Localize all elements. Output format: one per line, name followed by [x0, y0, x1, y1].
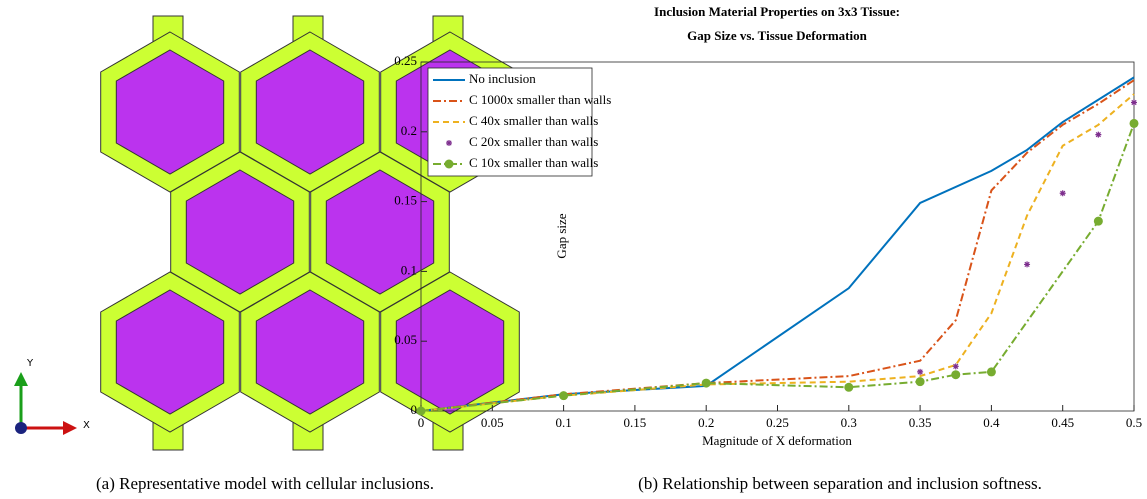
figure: Y X (a) Representative model with cellul…: [0, 0, 1147, 499]
chart-title: Gap Size vs. Tissue Deformation: [687, 28, 867, 43]
x-tick-label: 0.05: [481, 415, 504, 430]
y-tick-label: 0.15: [394, 193, 417, 208]
point: [987, 367, 996, 376]
legend-swatch: [445, 160, 454, 169]
legend-label: C 1000x smaller than walls: [469, 92, 611, 107]
point: [702, 379, 711, 388]
axis-label: X: [83, 420, 90, 431]
point: [1094, 217, 1103, 226]
x-tick-label: 0.45: [1051, 415, 1074, 430]
point: [917, 369, 923, 375]
x-tick-label: 0.4: [983, 415, 1000, 430]
x-tick-label: 0.2: [698, 415, 714, 430]
x-tick-label: 0: [418, 415, 425, 430]
legend-label: C 40x smaller than walls: [469, 113, 598, 128]
point: [1130, 119, 1139, 128]
caption: (a) Representative model with cellular i…: [96, 474, 434, 493]
y-axis-label: Gap size: [554, 213, 569, 258]
point: [559, 391, 568, 400]
point: [844, 383, 853, 392]
page: Y X (a) Representative model with cellul…: [0, 0, 1147, 499]
axis-label: Y: [26, 358, 34, 369]
y-tick-label: 0.25: [394, 53, 417, 68]
point: [1131, 99, 1137, 105]
point: [953, 363, 959, 369]
caption: (b) Relationship between separation and …: [638, 474, 1042, 493]
x-tick-label: 0.3: [841, 415, 857, 430]
legend-label: No inclusion: [469, 71, 536, 86]
x-tick-label: 0.35: [909, 415, 932, 430]
x-tick-label: 0.25: [766, 415, 789, 430]
point: [417, 407, 426, 416]
point: [1024, 261, 1030, 267]
point: [1060, 190, 1066, 196]
x-axis-label: Magnitude of X deformation: [702, 433, 852, 448]
point: [951, 370, 960, 379]
y-tick-label: 0: [411, 402, 418, 417]
y-tick-label: 0.1: [401, 262, 417, 277]
point: [916, 377, 925, 386]
x-tick-label: 0.15: [624, 415, 647, 430]
legend-label: C 10x smaller than walls: [469, 155, 598, 170]
legend-swatch: [446, 140, 452, 146]
chart-title: Inclusion Material Properties on 3x3 Tis…: [654, 4, 900, 19]
point: [1095, 132, 1101, 138]
legend-label: C 20x smaller than walls: [469, 134, 598, 149]
x-tick-label: 0.1: [555, 415, 571, 430]
y-tick-label: 0.05: [394, 332, 417, 347]
y-tick-label: 0.2: [401, 123, 417, 138]
x-tick-label: 0.5: [1126, 415, 1142, 430]
